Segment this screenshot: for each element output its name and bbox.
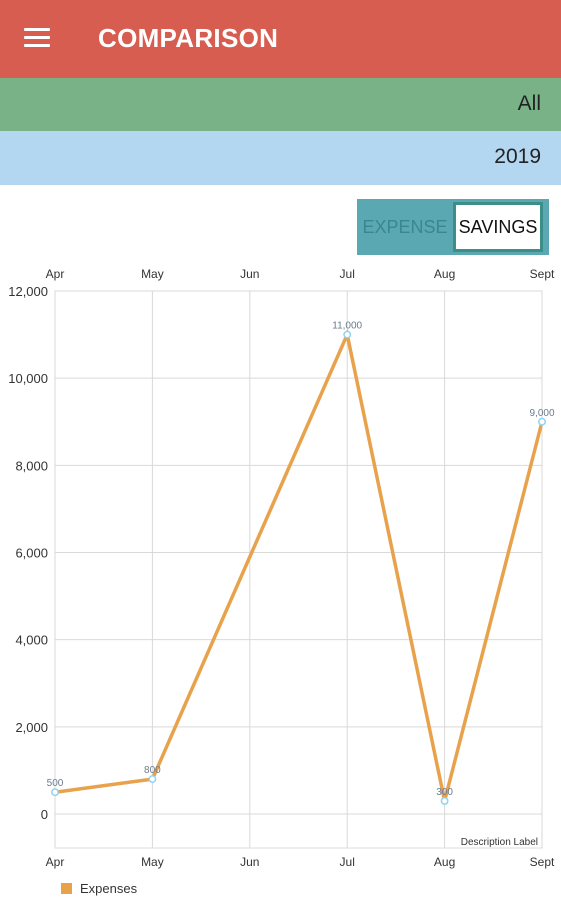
x-tick-label-bottom: Jun [240, 855, 259, 869]
data-label: 9,000 [529, 408, 554, 419]
x-tick-label-top: Apr [46, 267, 65, 281]
data-point [343, 330, 352, 339]
year-filter-value: 2019 [494, 145, 541, 168]
data-point [440, 796, 449, 805]
savings-toggle-button[interactable]: SAVINGS [453, 202, 543, 252]
y-tick-label: 10,000 [8, 371, 48, 386]
data-point [51, 788, 59, 797]
expenses-line-chart: 12,000 10,000 8,000 6,000 4,000 2,000 0 Apr Apr M… [8, 267, 555, 869]
data-point [148, 775, 157, 784]
series-line-expenses [54, 328, 544, 802]
x-tick-label-bottom: May [141, 855, 164, 869]
year-filter[interactable]: 2019 [0, 131, 561, 185]
plot-area [54, 290, 543, 849]
y-tick-label: 6,000 [15, 546, 48, 561]
x-tick-label-top: Jun [240, 267, 259, 281]
data-label: 500 [47, 778, 64, 789]
category-filter-value: All [517, 92, 541, 115]
page-title: COMPARISON [98, 23, 279, 53]
legend-label-expenses: Expenses [80, 880, 138, 896]
y-tick-label: 2,000 [15, 720, 48, 735]
x-tick-label-top: May [141, 267, 164, 281]
chart-legend: Expenses [61, 880, 137, 896]
x-tick-label-top: Aug [434, 267, 455, 281]
x-tick-label-bottom: Apr [46, 855, 65, 869]
data-label: 11,000 [332, 321, 362, 332]
category-filter[interactable]: All [0, 78, 561, 131]
x-tick-label-bottom: Aug [434, 855, 455, 869]
menu-icon[interactable] [24, 28, 52, 50]
expense-savings-toggle: EXPENSE SAVINGS [357, 199, 549, 255]
x-tick-label-top: Sept [530, 267, 555, 281]
chart-description-label: Description Label [461, 837, 538, 848]
x-tick-label-top: Jul [340, 267, 355, 281]
expense-toggle-button[interactable]: EXPENSE [362, 217, 448, 237]
app-bar: COMPARISON [0, 0, 561, 78]
x-tick-label-bottom: Sept [530, 855, 555, 869]
y-tick-label: 8,000 [15, 458, 48, 473]
y-tick-label: 12,000 [8, 284, 48, 299]
x-tick-label-bottom: Jul [340, 855, 355, 869]
data-label: 300 [436, 787, 453, 798]
y-tick-label: 4,000 [15, 633, 48, 648]
data-point [538, 417, 546, 426]
data-label: 800 [144, 765, 161, 776]
y-tick-label: 0 [41, 807, 48, 822]
legend-swatch-expenses [61, 882, 72, 894]
